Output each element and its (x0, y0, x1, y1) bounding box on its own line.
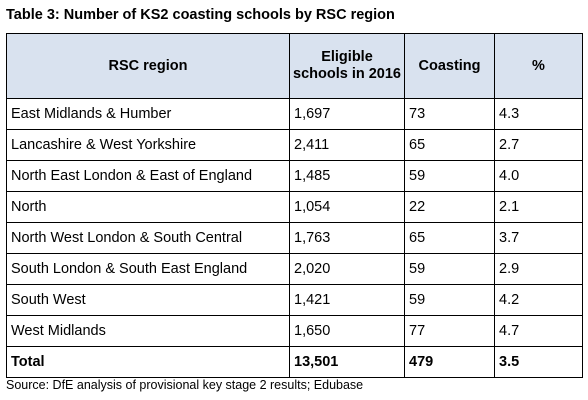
table-body: East Midlands & Humber 1,697 73 4.3 Lancashi… (6, 98, 583, 347)
cell-eligible: 1,485 (289, 160, 405, 192)
header-percent: % (494, 33, 583, 99)
total-row: Total 13,501 479 3.5 (6, 346, 583, 378)
cell-percent: 4.0 (494, 160, 583, 192)
header-coasting: Coasting (404, 33, 495, 99)
cell-region: North West London & South Central (6, 222, 290, 254)
cell-eligible: 1,763 (289, 222, 405, 254)
cell-eligible: 1,697 (289, 98, 405, 130)
table-header-row: RSC region Eligible schools in 2016 Coas… (6, 33, 583, 99)
cell-region: East Midlands & Humber (6, 98, 290, 130)
cell-eligible: 1,054 (289, 191, 405, 223)
total-eligible: 13,501 (289, 346, 405, 378)
cell-eligible: 2,411 (289, 129, 405, 161)
total-label: Total (6, 346, 290, 378)
cell-percent: 2.9 (494, 253, 583, 285)
cell-percent: 4.3 (494, 98, 583, 130)
table-caption: Table 3: Number of KS2 coasting schools … (6, 7, 395, 23)
table-row: North West London & South Central 1,763 65… (6, 222, 583, 254)
cell-region: West Midlands (6, 315, 290, 347)
cell-coasting: 22 (404, 191, 495, 223)
cell-coasting: 77 (404, 315, 495, 347)
header-eligible-schools: Eligible schools in 2016 (289, 33, 405, 99)
cell-coasting: 65 (404, 222, 495, 254)
cell-region: North (6, 191, 290, 223)
table-row: North 1,054 22 2.1 (6, 191, 583, 223)
cell-region: South West (6, 284, 290, 316)
cell-percent: 2.7 (494, 129, 583, 161)
cell-percent: 2.1 (494, 191, 583, 223)
cell-eligible: 1,421 (289, 284, 405, 316)
cell-coasting: 59 (404, 253, 495, 285)
table-row: South West 1,421 59 4.2 (6, 284, 583, 316)
table-row: North East London & East of England 1,485… (6, 160, 583, 192)
cell-coasting: 59 (404, 160, 495, 192)
table-row: West Midlands 1,650 77 4.7 (6, 315, 583, 347)
cell-region: South London & South East England (6, 253, 290, 285)
cell-region: North East London & East of England (6, 160, 290, 192)
coasting-schools-table: RSC region Eligible schools in 2016 Coas… (6, 33, 583, 378)
table-row: Lancashire & West Yorkshire 2,411 65 2.7 (6, 129, 583, 161)
table-row: South London & South East England 2,020 59… (6, 253, 583, 285)
cell-percent: 4.7 (494, 315, 583, 347)
cell-coasting: 59 (404, 284, 495, 316)
total-percent: 3.5 (494, 346, 583, 378)
coasting-schools-table-container: RSC region Eligible schools in 2016 Coas… (6, 33, 583, 378)
cell-coasting: 73 (404, 98, 495, 130)
source-note: Source: DfE analysis of provisional key … (6, 378, 364, 392)
table-row: East Midlands & Humber 1,697 73 4.3 (6, 98, 583, 130)
cell-percent: 3.7 (494, 222, 583, 254)
cell-eligible: 2,020 (289, 253, 405, 285)
cell-region: Lancashire & West Yorkshire (6, 129, 290, 161)
cell-percent: 4.2 (494, 284, 583, 316)
cell-eligible: 1,650 (289, 315, 405, 347)
total-coasting: 479 (404, 346, 495, 378)
cell-coasting: 65 (404, 129, 495, 161)
header-rsc-region: RSC region (6, 33, 290, 99)
